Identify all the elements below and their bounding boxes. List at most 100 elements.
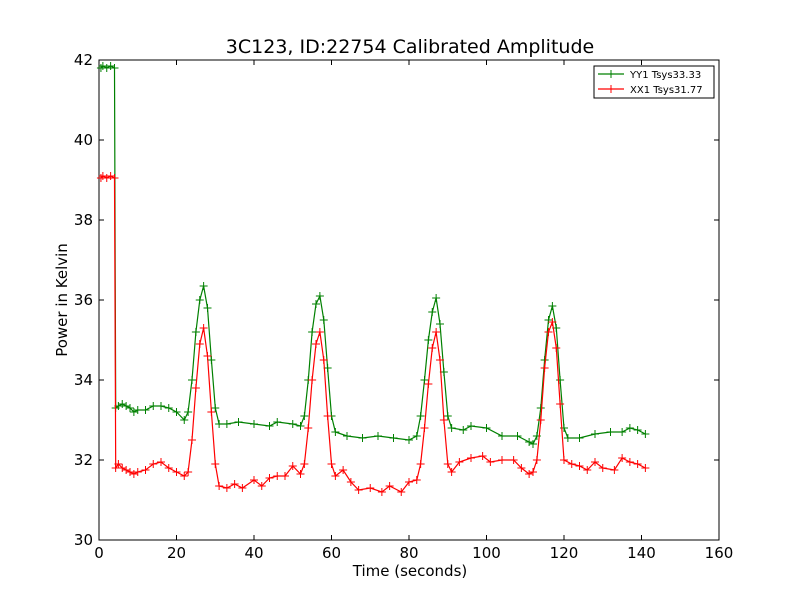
- data-point-marker: [273, 472, 282, 480]
- data-point-marker: [575, 434, 584, 442]
- data-point-marker: [416, 412, 425, 420]
- data-point-marker: [540, 364, 549, 372]
- data-point-marker: [397, 488, 406, 496]
- x-tick-label: 120: [550, 544, 579, 562]
- x-tick-label: 60: [322, 544, 341, 562]
- data-point-marker: [591, 458, 599, 466]
- data-point-marker: [478, 452, 487, 460]
- data-point-marker: [641, 430, 650, 438]
- data-point-marker: [265, 474, 274, 482]
- x-tick-label: 0: [94, 544, 104, 562]
- data-point-marker: [238, 484, 247, 492]
- data-point-marker: [529, 440, 537, 448]
- data-point-marker: [544, 328, 553, 336]
- x-tick-label: 80: [399, 544, 418, 562]
- data-point-marker: [443, 460, 452, 468]
- data-point-marker: [141, 466, 150, 474]
- data-point-marker: [567, 460, 576, 468]
- data-point-marker: [358, 434, 367, 442]
- data-point-marker: [405, 436, 413, 444]
- data-point-marker: [517, 464, 526, 472]
- data-point-marker: [583, 466, 592, 474]
- legend: YY1 Tsys33.33 XX1 Tsys31.77: [593, 65, 715, 99]
- data-point-marker: [164, 464, 173, 472]
- data-point-marker: [606, 428, 615, 436]
- data-point-marker: [199, 324, 208, 332]
- data-point-marker: [129, 408, 138, 416]
- data-point-marker: [548, 302, 557, 310]
- data-point-marker: [509, 456, 518, 464]
- data-point-marker: [312, 300, 320, 308]
- data-point-marker: [149, 402, 158, 410]
- data-point-marker: [343, 432, 351, 440]
- data-point-marker: [416, 460, 425, 468]
- legend-marker: [607, 70, 615, 78]
- data-point-marker: [548, 318, 557, 326]
- y-tick-label: 32: [74, 451, 93, 469]
- data-point-marker: [207, 408, 216, 416]
- data-point-marker: [432, 328, 441, 336]
- data-point-marker: [536, 416, 545, 424]
- data-point-marker: [141, 406, 150, 414]
- data-point-marker: [106, 172, 115, 180]
- data-point-marker: [98, 62, 107, 70]
- data-point-marker: [215, 482, 224, 490]
- data-point-marker: [560, 456, 568, 464]
- data-point-marker: [102, 174, 111, 182]
- data-point-marker: [126, 468, 134, 476]
- data-point-marker: [641, 464, 650, 472]
- y-tick-label: 36: [74, 291, 93, 309]
- x-tick-label: 160: [705, 544, 734, 562]
- data-point-marker: [180, 416, 189, 424]
- plot-border: [98, 59, 720, 541]
- data-point-marker: [525, 470, 534, 478]
- data-point-marker: [405, 478, 413, 486]
- data-point-marker: [172, 408, 181, 416]
- data-point-marker: [211, 460, 220, 468]
- data-point-marker: [157, 402, 165, 410]
- data-point-marker: [346, 478, 355, 486]
- data-point-marker: [102, 64, 111, 72]
- data-point-marker: [300, 460, 309, 468]
- legend-label: YY1 Tsys33.33: [629, 70, 701, 81]
- data-point-marker: [191, 384, 200, 392]
- data-point-marker: [625, 458, 634, 466]
- data-point-marker: [308, 376, 317, 384]
- data-point-marker: [106, 62, 115, 70]
- data-point-marker: [374, 432, 382, 440]
- data-point-marker: [300, 412, 309, 420]
- data-point-marker: [250, 476, 258, 484]
- data-point-marker: [230, 480, 239, 488]
- data-point-marker: [354, 486, 363, 494]
- data-point-marker: [575, 462, 584, 470]
- data-point-marker: [513, 432, 522, 440]
- data-point-marker: [133, 468, 142, 476]
- data-point-marker: [633, 426, 642, 434]
- data-point-marker: [308, 328, 317, 336]
- data-point-marker: [610, 466, 619, 474]
- data-point-marker: [195, 340, 204, 348]
- data-point-marker: [563, 434, 572, 442]
- data-point-marker: [428, 344, 437, 352]
- data-point-marker: [184, 468, 193, 476]
- data-point-marker: [129, 470, 138, 478]
- data-point-marker: [459, 426, 468, 434]
- data-point-marker: [385, 482, 394, 490]
- data-point-marker: [180, 472, 189, 480]
- data-point-marker: [556, 376, 565, 384]
- x-tick-label: 100: [472, 544, 501, 562]
- data-point-marker: [625, 424, 634, 432]
- data-point-marker: [273, 418, 282, 426]
- data-point-marker: [315, 328, 324, 336]
- data-point-marker: [439, 416, 448, 424]
- data-point-marker: [195, 296, 204, 304]
- data-point-marker: [110, 174, 119, 182]
- data-point-marker: [319, 316, 328, 324]
- data-point-marker: [366, 484, 375, 492]
- data-point-marker: [288, 420, 297, 428]
- data-point-marker: [215, 420, 224, 428]
- data-point-marker: [598, 464, 607, 472]
- data-point-marker: [420, 376, 429, 384]
- data-point-marker: [207, 356, 216, 364]
